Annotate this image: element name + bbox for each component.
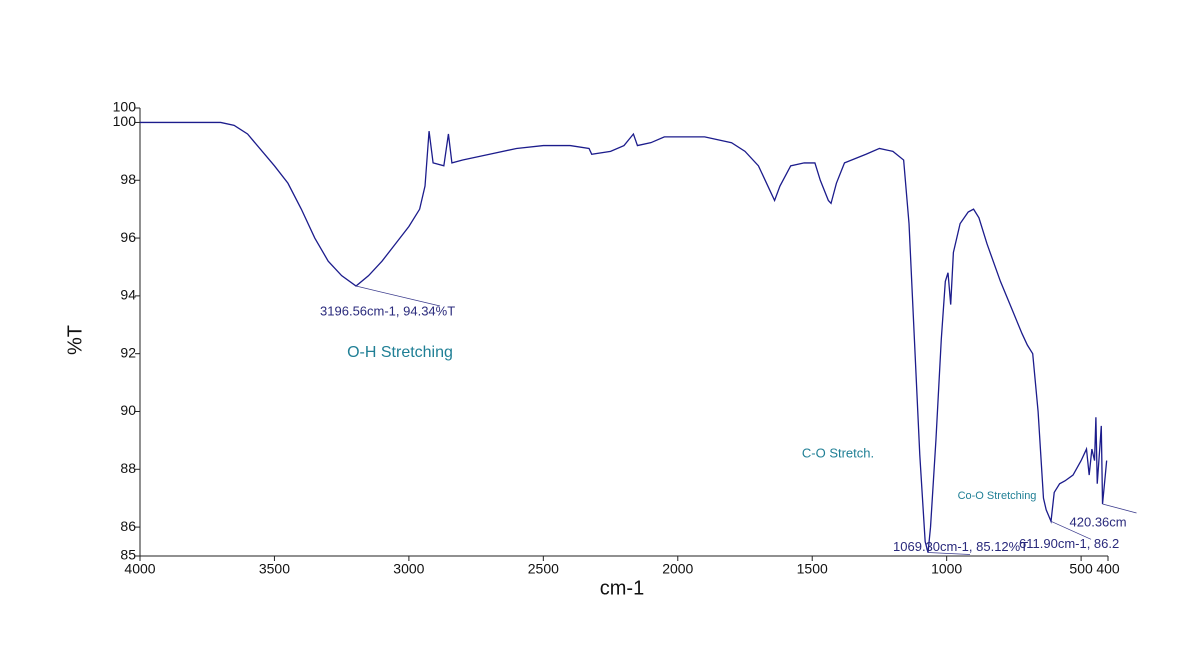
x-tick-label: 500 <box>1069 561 1093 577</box>
leader-line <box>355 285 441 307</box>
x-tick-label: 2500 <box>528 561 559 577</box>
x-tick-label: 2000 <box>662 561 693 577</box>
y-tick-label: 100 <box>113 113 137 129</box>
x-tick-label: 4000 <box>124 561 155 577</box>
y-tick-label: 86 <box>120 518 136 534</box>
peak-label: 420.36cm <box>1070 514 1127 529</box>
y-axis-label: %T <box>64 325 86 355</box>
y-tick-label: 88 <box>120 460 136 476</box>
leader-line <box>928 552 971 555</box>
peak-label: 611.90cm-1, 86.2 <box>1019 536 1119 551</box>
x-tick-label: 1000 <box>931 561 962 577</box>
region-label: C-O Stretch. <box>802 445 874 460</box>
x-tick-label: 1500 <box>797 561 828 577</box>
x-tick-label: 3500 <box>259 561 290 577</box>
y-tick-label: 90 <box>120 402 136 418</box>
y-tick-label: 85 <box>120 547 136 563</box>
region-label: O-H Stretching <box>347 344 453 361</box>
y-tick-label: 92 <box>120 344 136 360</box>
peak-label: 3196.56cm-1, 94.34%T <box>320 303 455 318</box>
y-tick-label: 94 <box>120 287 136 303</box>
y-tick-label: 98 <box>120 171 136 187</box>
peak-label: 1069.30cm-1, 85.12%T <box>893 539 1028 554</box>
region-label: Co-O Stretching <box>958 490 1037 502</box>
y-tick-label: 96 <box>120 229 136 245</box>
spectrum-line <box>140 121 1108 553</box>
x-tick-label: 3000 <box>393 561 424 577</box>
leader-line <box>1050 520 1092 540</box>
y-tick-label: 100 <box>113 99 137 115</box>
x-tick-label: 400 <box>1096 561 1120 577</box>
leader-line <box>1102 503 1137 514</box>
x-axis-label: cm-1 <box>600 577 644 599</box>
